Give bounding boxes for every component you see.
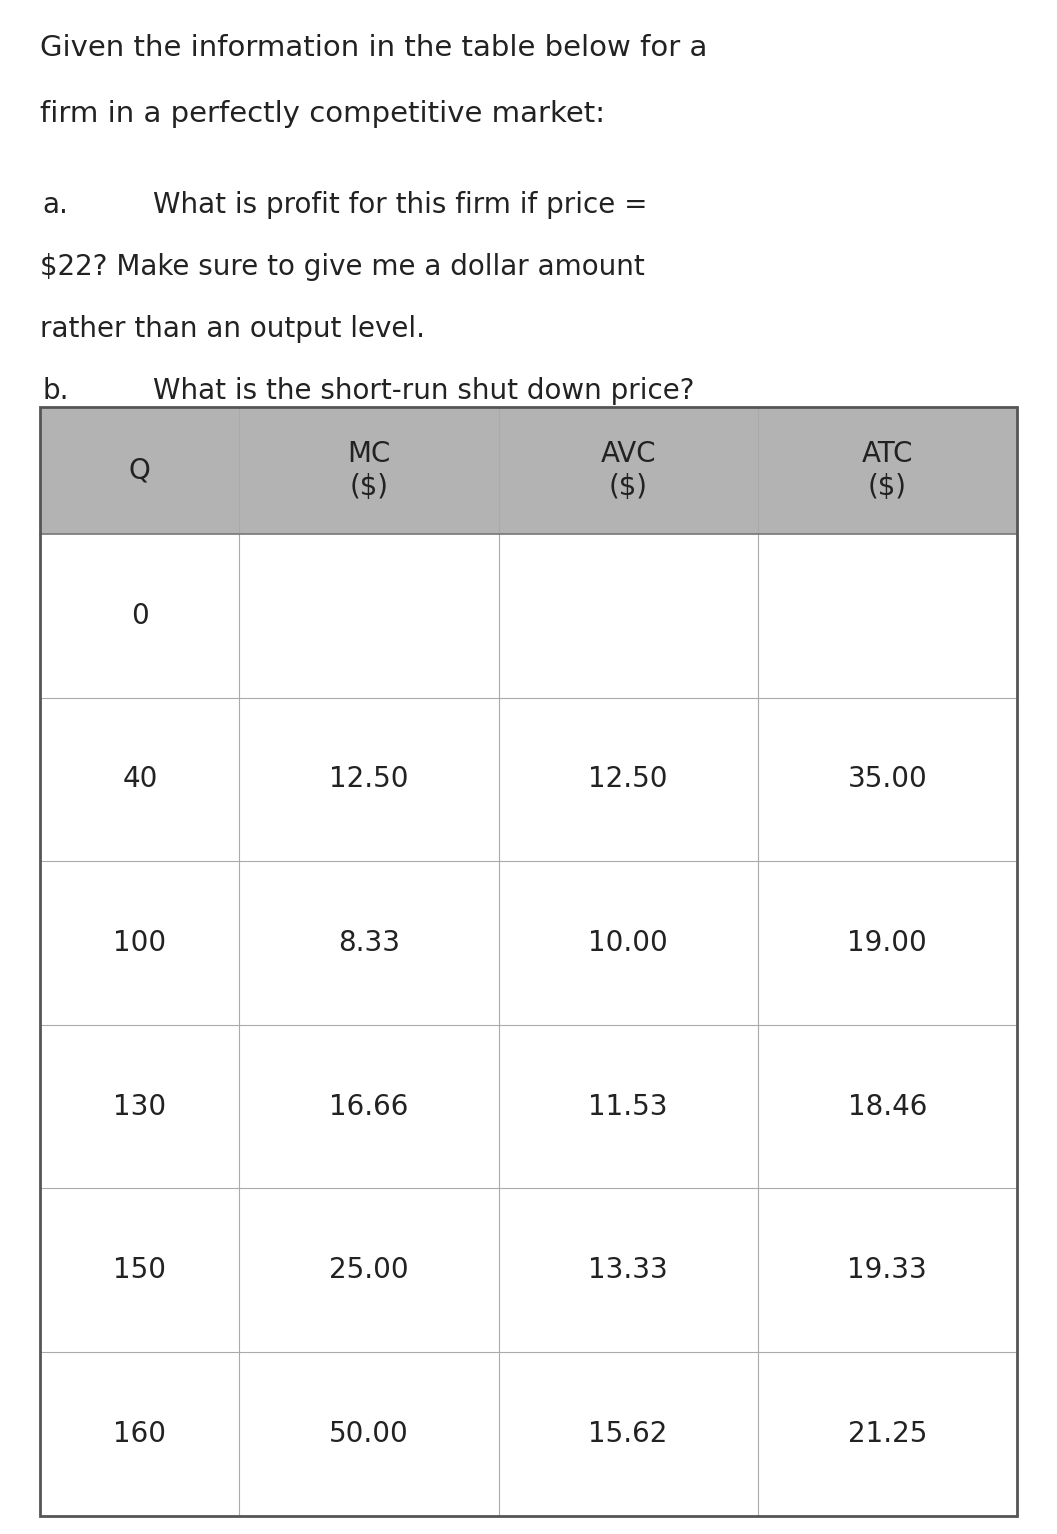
Text: What is the break-even price?: What is the break-even price?	[153, 436, 570, 463]
Bar	[40, 407, 1017, 534]
Text: MC
($): MC ($)	[348, 440, 391, 502]
Text: 25.00: 25.00	[329, 1256, 409, 1284]
Text: What is profit for this firm if price =: What is profit for this firm if price =	[153, 190, 648, 218]
Text: $22? Make sure to give me a dollar amount: $22? Make sure to give me a dollar amoun…	[40, 253, 645, 281]
Text: What is the short-run shut down price?: What is the short-run shut down price?	[153, 377, 694, 405]
Text: c.: c.	[42, 436, 67, 463]
Text: Given the information in the table below for a: Given the information in the table below…	[40, 34, 707, 61]
Text: 13.33: 13.33	[589, 1256, 668, 1284]
Text: rather than an output level.: rather than an output level.	[40, 314, 425, 344]
Bar	[40, 1189, 1017, 1351]
Text: 11.53: 11.53	[589, 1092, 668, 1121]
Text: 100: 100	[113, 930, 166, 957]
Text: AVC
($): AVC ($)	[600, 440, 656, 502]
Text: 150: 150	[113, 1256, 166, 1284]
Bar	[40, 1351, 1017, 1516]
Text: 21.25: 21.25	[848, 1420, 927, 1448]
Text: 12.50: 12.50	[589, 765, 668, 793]
Text: 0: 0	[131, 601, 149, 630]
Bar	[40, 407, 1017, 1516]
Text: 35.00: 35.00	[848, 765, 927, 793]
Text: 19.00: 19.00	[848, 930, 927, 957]
Text: 160: 160	[113, 1420, 166, 1448]
Text: Q: Q	[129, 456, 151, 485]
Text: 50.00: 50.00	[329, 1420, 409, 1448]
Text: 40: 40	[123, 765, 157, 793]
Bar	[40, 861, 1017, 1025]
Text: 8.33: 8.33	[338, 930, 400, 957]
Text: a.: a.	[42, 190, 68, 218]
Text: 15.62: 15.62	[589, 1420, 668, 1448]
Text: 19.33: 19.33	[848, 1256, 927, 1284]
Text: b.: b.	[42, 377, 69, 405]
Text: 18.46: 18.46	[848, 1092, 927, 1121]
Text: 12.50: 12.50	[330, 765, 409, 793]
Bar	[40, 1025, 1017, 1189]
Text: ATC
($): ATC ($)	[861, 440, 913, 502]
Bar	[40, 534, 1017, 698]
Text: 130: 130	[113, 1092, 166, 1121]
Text: 10.00: 10.00	[589, 930, 668, 957]
Text: 16.66: 16.66	[330, 1092, 409, 1121]
Bar	[40, 698, 1017, 861]
Text: firm in a perfectly competitive market:: firm in a perfectly competitive market:	[40, 100, 606, 129]
